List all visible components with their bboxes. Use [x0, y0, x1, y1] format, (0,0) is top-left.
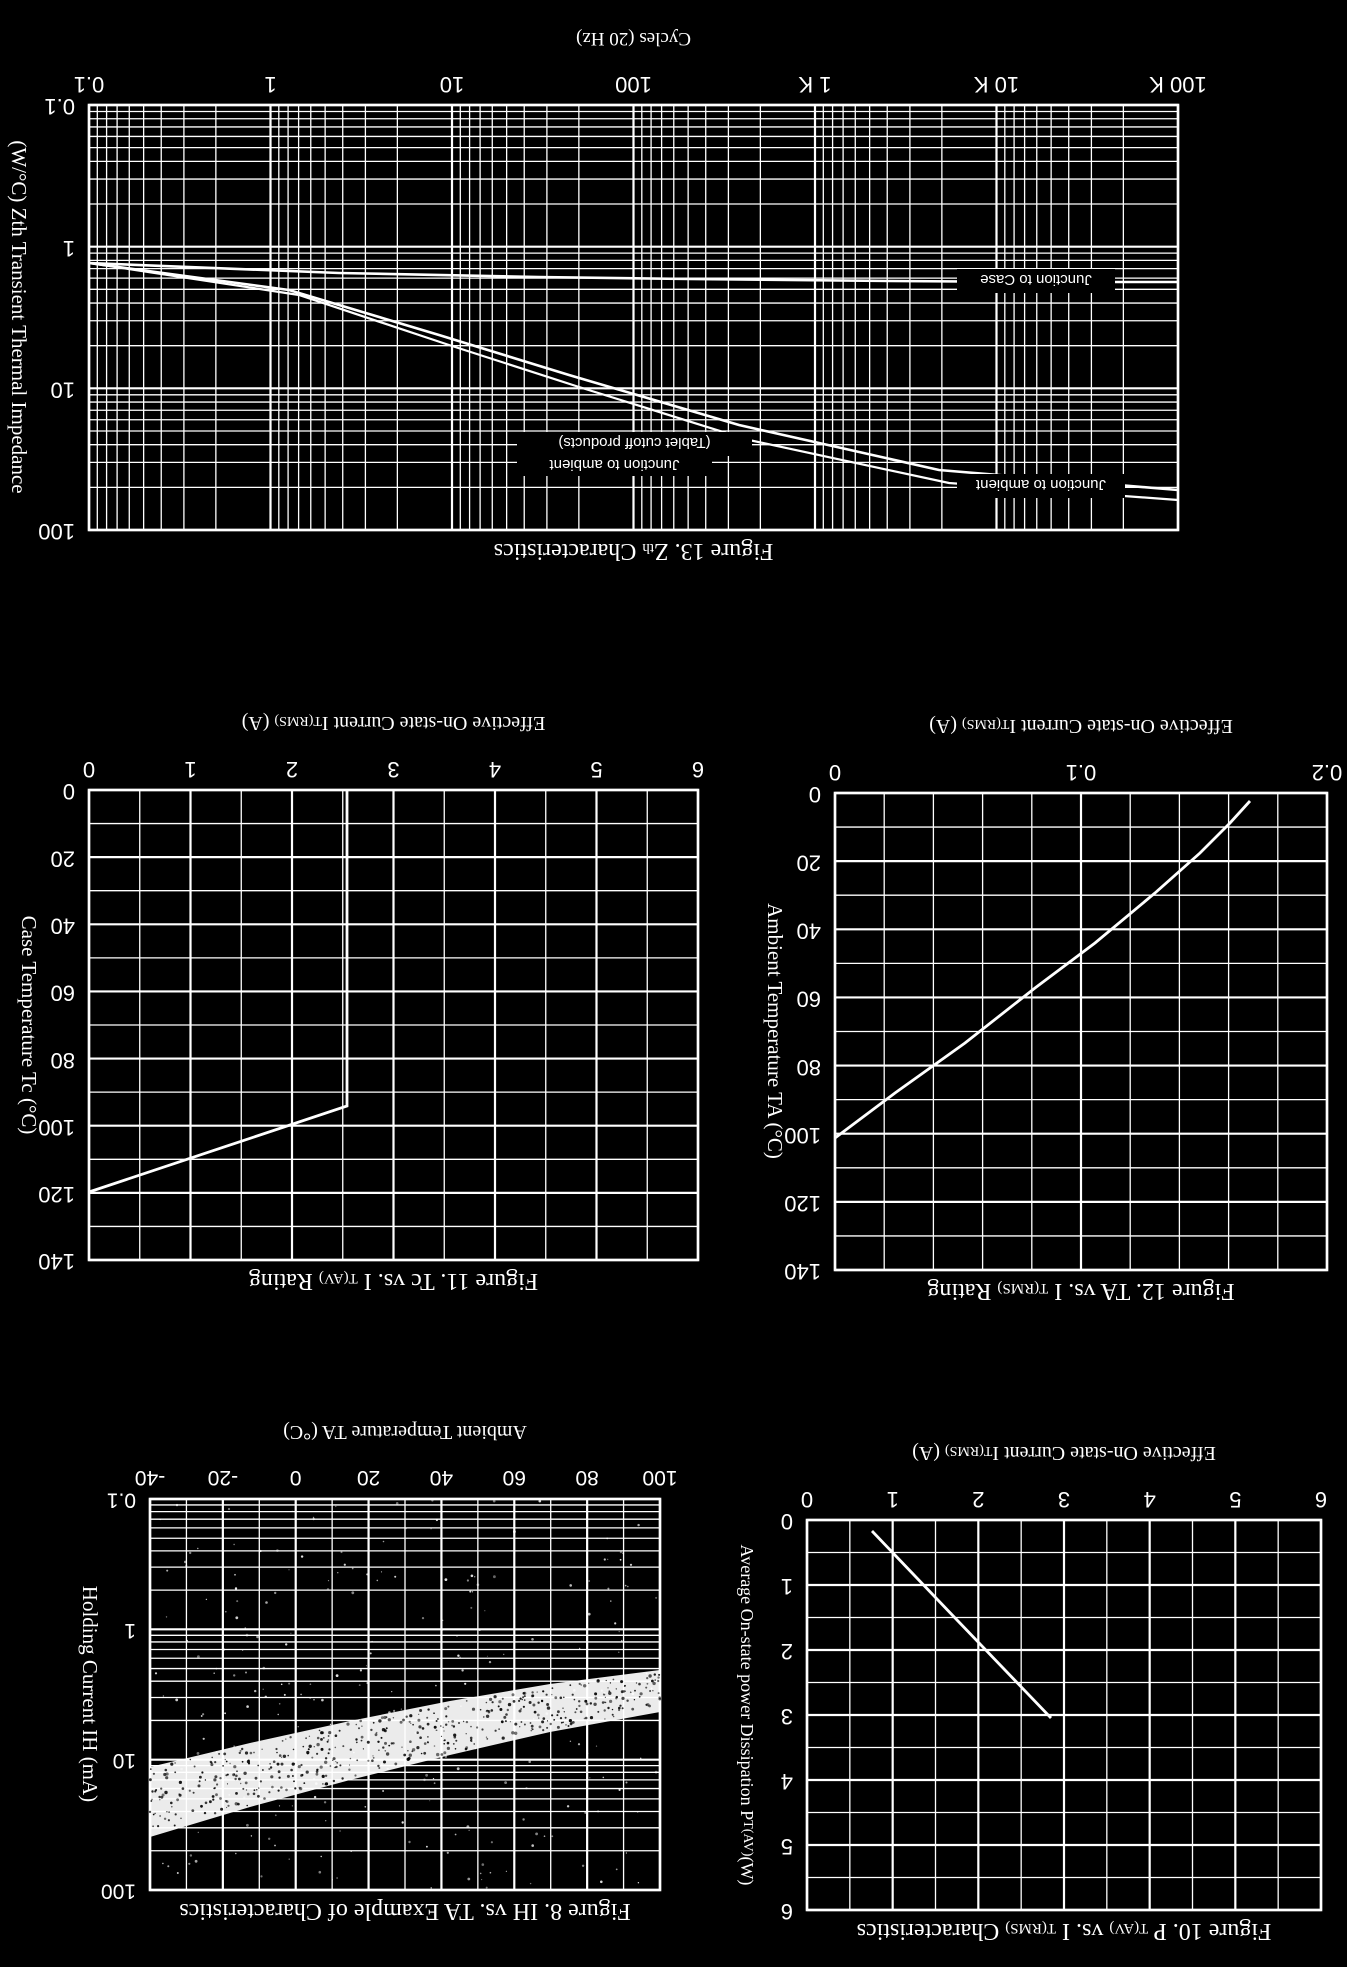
- svg-text:(Tablet cutoff products): (Tablet cutoff products): [558, 434, 710, 451]
- svg-text:140: 140: [38, 1249, 75, 1274]
- svg-text:80: 80: [575, 1466, 598, 1489]
- svg-text:60: 60: [503, 1466, 526, 1489]
- svg-text:140: 140: [784, 1259, 821, 1284]
- svg-text:Junction to ambient: Junction to ambient: [549, 456, 680, 473]
- svg-text:10 K: 10 K: [974, 72, 1020, 97]
- svg-text:20: 20: [51, 846, 75, 871]
- svg-text:0.1: 0.1: [1066, 760, 1097, 785]
- svg-text:10: 10: [440, 72, 464, 97]
- svg-text:80: 80: [51, 1048, 75, 1073]
- svg-text:0: 0: [801, 1487, 813, 1512]
- svg-text:6: 6: [692, 757, 704, 782]
- svg-text:4: 4: [781, 1769, 793, 1794]
- svg-text:100: 100: [101, 1879, 136, 1902]
- svg-text:60: 60: [797, 987, 821, 1012]
- svg-text:0: 0: [829, 760, 841, 785]
- svg-text:0: 0: [290, 1466, 302, 1489]
- svg-text:100: 100: [615, 72, 652, 97]
- svg-text:0: 0: [63, 779, 75, 804]
- svg-text:80: 80: [797, 1055, 821, 1080]
- svg-text:0: 0: [781, 1509, 793, 1534]
- svg-text:1: 1: [264, 72, 276, 97]
- svg-text:100: 100: [784, 1123, 821, 1148]
- svg-text:3: 3: [781, 1704, 793, 1729]
- svg-text:-20: -20: [208, 1466, 238, 1489]
- svg-text:Junction to ambient: Junction to ambient: [975, 476, 1106, 493]
- svg-text:0.1: 0.1: [44, 94, 75, 119]
- svg-text:1: 1: [887, 1487, 899, 1512]
- svg-text:60: 60: [51, 981, 75, 1006]
- svg-text:1: 1: [124, 1619, 136, 1642]
- svg-text:5: 5: [1229, 1487, 1241, 1512]
- svg-text:2: 2: [972, 1487, 984, 1512]
- svg-text:120: 120: [38, 1182, 75, 1207]
- svg-text:4: 4: [1144, 1487, 1156, 1512]
- svg-text:120: 120: [784, 1191, 821, 1216]
- svg-text:1: 1: [63, 236, 75, 261]
- svg-text:1: 1: [781, 1574, 793, 1599]
- svg-text:5: 5: [781, 1834, 793, 1859]
- svg-text:6: 6: [781, 1899, 793, 1924]
- svg-text:0: 0: [83, 757, 95, 782]
- svg-text:4: 4: [489, 757, 501, 782]
- svg-text:1 K: 1 K: [798, 72, 831, 97]
- svg-text:5: 5: [590, 757, 602, 782]
- svg-text:2: 2: [781, 1639, 793, 1664]
- svg-text:10: 10: [113, 1749, 136, 1772]
- svg-text:Junction to Case: Junction to Case: [980, 271, 1092, 288]
- svg-text:-40: -40: [135, 1466, 165, 1489]
- svg-text:20: 20: [797, 850, 821, 875]
- svg-text:20: 20: [357, 1466, 380, 1489]
- svg-text:100 K: 100 K: [1149, 72, 1207, 97]
- svg-text:100: 100: [38, 519, 75, 544]
- svg-text:0: 0: [809, 782, 821, 807]
- svg-text:100: 100: [642, 1466, 677, 1489]
- svg-text:6: 6: [1315, 1487, 1327, 1512]
- svg-text:40: 40: [430, 1466, 453, 1489]
- svg-text:3: 3: [1058, 1487, 1070, 1512]
- svg-text:0.1: 0.1: [74, 72, 105, 97]
- svg-text:1: 1: [184, 757, 196, 782]
- svg-text:10: 10: [51, 377, 75, 402]
- svg-text:40: 40: [51, 913, 75, 938]
- svg-text:0.2: 0.2: [1312, 760, 1343, 785]
- svg-text:100: 100: [38, 1115, 75, 1140]
- svg-text:3: 3: [387, 757, 399, 782]
- svg-text:2: 2: [286, 757, 298, 782]
- svg-text:40: 40: [797, 918, 821, 943]
- svg-text:0.1: 0.1: [107, 1488, 136, 1511]
